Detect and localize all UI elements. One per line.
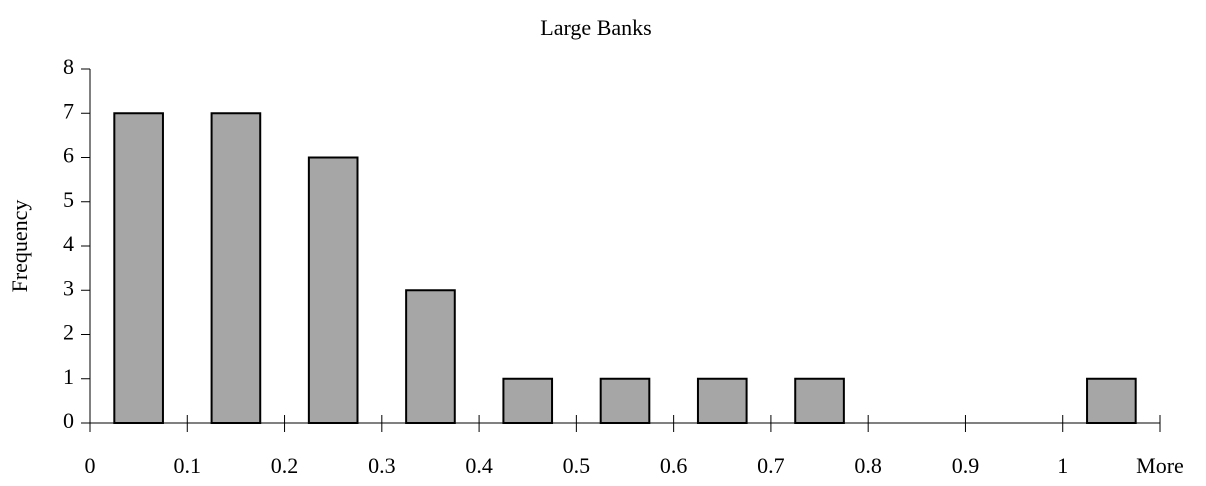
y-tick-label: 1 <box>63 364 74 389</box>
bar <box>405 289 456 424</box>
y-tick-label: 7 <box>63 98 74 123</box>
bar <box>502 377 554 424</box>
y-tick-label: 5 <box>63 187 74 212</box>
x-tick-label: 0 <box>85 453 96 478</box>
y-tick-label: 6 <box>63 143 74 168</box>
x-tick-label: More <box>1136 453 1184 478</box>
bar <box>794 377 845 424</box>
x-tick-label: 0.9 <box>952 453 980 478</box>
bar <box>307 156 359 424</box>
x-tick-label: 0.8 <box>854 453 882 478</box>
x-tick-label: 0.6 <box>660 453 688 478</box>
y-tick-label: 0 <box>63 408 74 433</box>
y-axis-label: Frequency <box>7 200 32 293</box>
x-tick-label: 0.4 <box>465 453 493 478</box>
y-tick-label: 3 <box>63 275 74 300</box>
chart-title: Large Banks <box>540 15 651 40</box>
bar <box>1086 377 1137 424</box>
y-tick-label: 2 <box>63 320 74 345</box>
y-tick-label: 8 <box>63 54 74 79</box>
x-tick-label: 0.2 <box>271 453 299 478</box>
x-tick-label: 0.5 <box>563 453 591 478</box>
x-tick-label: 0.1 <box>174 453 202 478</box>
bar <box>696 377 748 424</box>
y-tick-label: 4 <box>63 231 74 256</box>
x-tick-label: 0.3 <box>368 453 396 478</box>
x-tick-label: 1 <box>1057 453 1068 478</box>
bar <box>210 112 262 424</box>
bar <box>599 377 651 424</box>
x-tick-label: 0.7 <box>757 453 785 478</box>
bar <box>113 112 164 424</box>
